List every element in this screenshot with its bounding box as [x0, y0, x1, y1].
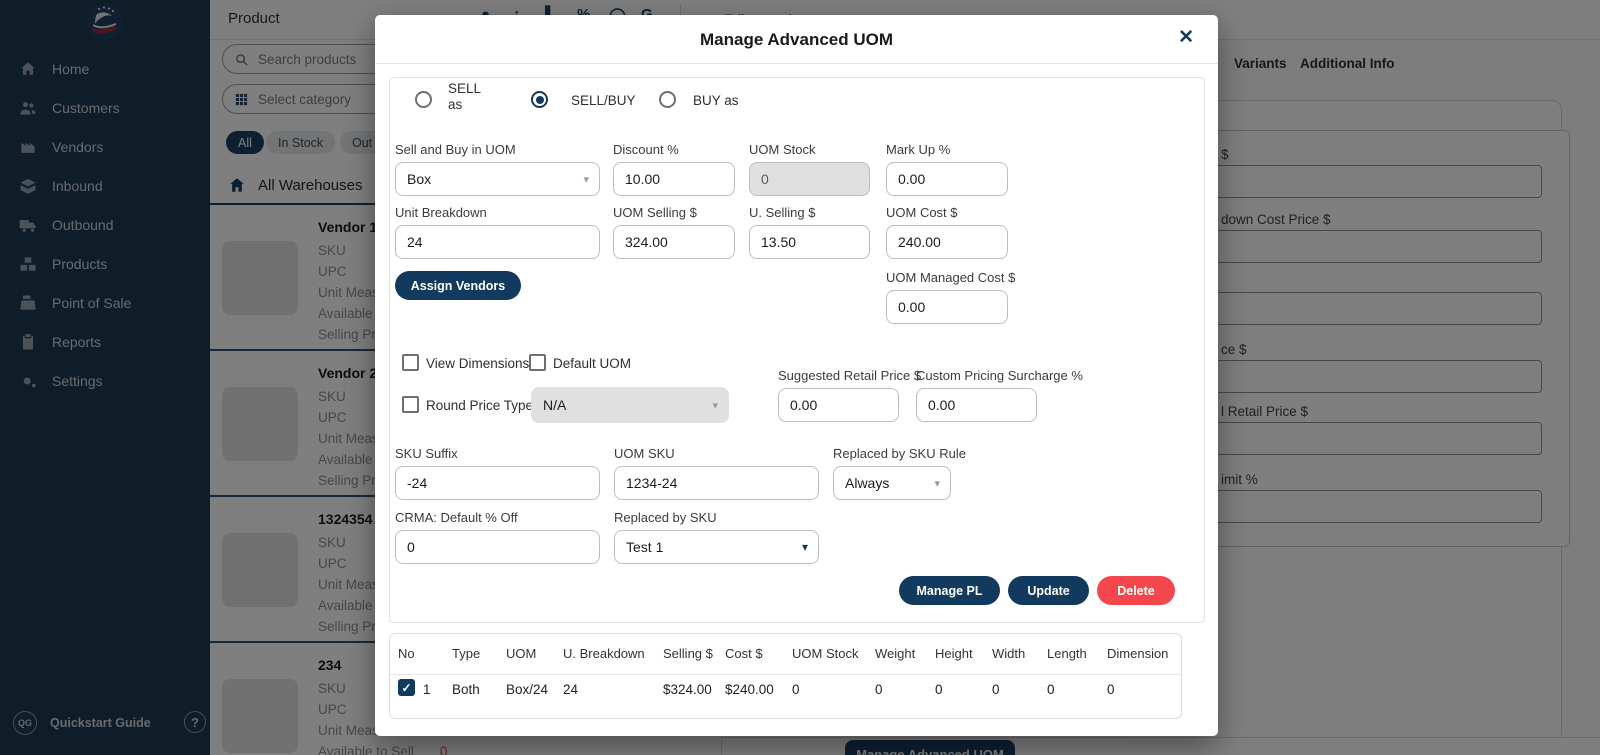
- check-icon: ✓: [401, 681, 411, 695]
- custom-pricing-surcharge-input[interactable]: [916, 388, 1037, 422]
- uom-table: No Type UOM U. Breakdown Selling $ Cost …: [389, 633, 1182, 719]
- uom-managed-cost-label: UOM Managed Cost $: [886, 270, 1008, 285]
- chevron-down-icon: ▾: [712, 399, 718, 412]
- uom-stock-input: [749, 162, 870, 196]
- radio-buy-as-label: BUY as: [693, 93, 739, 109]
- modal-title: Manage Advanced UOM: [375, 30, 1218, 50]
- unit-breakdown-input[interactable]: [395, 225, 600, 259]
- crma-default-off-label: CRMA: Default % Off: [395, 510, 600, 525]
- uom-managed-cost-input[interactable]: [886, 290, 1008, 324]
- table-header-divider: [390, 674, 1181, 675]
- replaced-by-sku-label: Replaced by SKU: [614, 510, 819, 525]
- radio-sell-buy[interactable]: [531, 91, 548, 108]
- uom-cost-input[interactable]: [886, 225, 1008, 259]
- u-selling-label: U. Selling $: [749, 205, 870, 220]
- suggested-retail-price-input[interactable]: [778, 388, 899, 422]
- suggested-retail-price-label: Suggested Retail Price $: [778, 368, 899, 383]
- uom-cost-label: UOM Cost $: [886, 205, 1008, 220]
- uom-selling-label: UOM Selling $: [613, 205, 735, 220]
- discount-input[interactable]: [613, 162, 735, 196]
- uom-sku-label: UOM SKU: [614, 446, 819, 461]
- view-dimensions-label: View Dimensions: [426, 356, 529, 371]
- round-price-type-label: Round Price Type: [426, 398, 533, 413]
- radio-sell-as-label: SELL as: [448, 81, 490, 113]
- round-price-type-checkbox[interactable]: [402, 396, 419, 413]
- custom-pricing-surcharge-label: Custom Pricing Surcharge %: [916, 368, 1037, 383]
- crma-default-off-input[interactable]: [395, 530, 600, 564]
- uom-sku-input[interactable]: [614, 466, 819, 500]
- sku-suffix-label: SKU Suffix: [395, 446, 600, 461]
- replaced-by-sku-rule-select[interactable]: Always▾: [833, 466, 951, 500]
- row-checkbox[interactable]: ✓: [398, 679, 415, 696]
- assign-vendors-button[interactable]: Assign Vendors: [395, 271, 521, 300]
- delete-button[interactable]: Delete: [1097, 576, 1175, 605]
- replaced-by-sku-rule-label: Replaced by SKU Rule: [833, 446, 951, 461]
- default-uom-checkbox[interactable]: [529, 354, 546, 371]
- discount-label: Discount %: [613, 142, 735, 157]
- round-price-type-select: N/A▾: [531, 387, 729, 423]
- close-icon[interactable]: ✕: [1178, 28, 1194, 47]
- uom-selling-input[interactable]: [613, 225, 735, 259]
- u-selling-input[interactable]: [749, 225, 870, 259]
- view-dimensions-checkbox[interactable]: [402, 354, 419, 371]
- chevron-down-icon: ▾: [583, 173, 589, 186]
- update-button[interactable]: Update: [1008, 576, 1089, 605]
- sku-suffix-input[interactable]: [395, 466, 600, 500]
- sell-and-buy-in-uom-select[interactable]: Box▾: [395, 162, 600, 196]
- radio-buy-as[interactable]: [659, 91, 676, 108]
- mark-up-input[interactable]: [886, 162, 1008, 196]
- radio-sell-buy-label: SELL/BUY: [571, 93, 636, 109]
- sell-and-buy-in-uom-label: Sell and Buy in UOM: [395, 142, 600, 157]
- chevron-down-icon: ▾: [802, 540, 808, 554]
- default-uom-label: Default UOM: [553, 356, 631, 371]
- chevron-down-icon: ▾: [934, 477, 940, 490]
- unit-breakdown-label: Unit Breakdown: [395, 205, 600, 220]
- replaced-by-sku-select[interactable]: Test 1▾: [614, 530, 819, 564]
- uom-stock-label: UOM Stock: [749, 142, 870, 157]
- manage-pl-button[interactable]: Manage PL: [899, 576, 1000, 605]
- mark-up-label: Mark Up %: [886, 142, 1008, 157]
- manage-advanced-uom-modal: Manage Advanced UOM ✕ SELL as SELL/BUY B…: [375, 15, 1218, 736]
- radio-sell-as[interactable]: [415, 91, 432, 108]
- modal-divider: [375, 63, 1218, 64]
